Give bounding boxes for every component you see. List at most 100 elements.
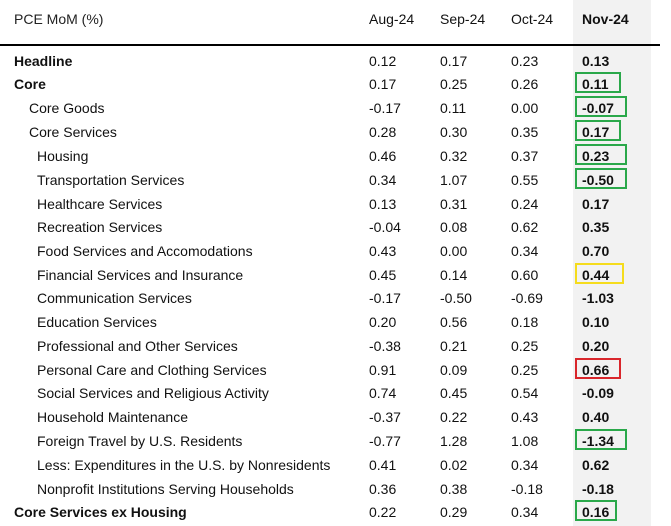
cell-oct-24: 0.62: [511, 219, 539, 235]
cell-nov-24: -0.09: [582, 385, 614, 401]
cell-aug-24: -0.37: [369, 409, 401, 425]
row-label: Transportation Services: [37, 172, 185, 188]
row-label: Household Maintenance: [37, 409, 188, 425]
cell-nov-24: 0.62: [582, 457, 610, 473]
cell-nov-24: 0.66: [582, 362, 610, 378]
cell-oct-24: 0.43: [511, 409, 539, 425]
column-header-aug-24: Aug-24: [369, 11, 415, 27]
cell-oct-24: 0.26: [511, 76, 539, 92]
cell-oct-24: 0.25: [511, 338, 539, 354]
row-label: Core Goods: [29, 100, 105, 116]
table-row: Headline 0.12 0.17 0.23 0.13: [0, 50, 660, 73]
highlight-box: [575, 263, 624, 284]
table-row: Less: Expenditures in the U.S. by Nonres…: [0, 454, 660, 477]
cell-aug-24: 0.17: [369, 76, 397, 92]
column-header-sep-24: Sep-24: [440, 11, 486, 27]
cell-aug-24: -0.38: [369, 338, 401, 354]
cell-nov-24: 0.44: [582, 267, 610, 283]
table-row: Core Goods -0.17 0.11 0.00 -0.07: [0, 97, 660, 120]
highlight-box: [575, 96, 627, 117]
cell-oct-24: 0.35: [511, 124, 539, 140]
cell-nov-24: 0.17: [582, 196, 610, 212]
cell-sep-24: 0.45: [440, 385, 468, 401]
row-label: Housing: [37, 148, 89, 164]
row-label: Professional and Other Services: [37, 338, 238, 354]
highlight-box: [575, 358, 621, 379]
cell-sep-24: 1.07: [440, 172, 468, 188]
cell-aug-24: 0.20: [369, 314, 397, 330]
row-label: Core: [14, 76, 46, 92]
cell-oct-24: 0.18: [511, 314, 539, 330]
cell-sep-24: 0.14: [440, 267, 468, 283]
cell-aug-24: 0.41: [369, 457, 397, 473]
cell-oct-24: 0.55: [511, 172, 539, 188]
table-row: Transportation Services 0.34 1.07 0.55 -0.50: [0, 169, 660, 192]
cell-nov-24: -0.50: [582, 172, 614, 188]
cell-oct-24: -0.18: [511, 481, 543, 497]
cell-sep-24: 0.56: [440, 314, 468, 330]
table-row: Healthcare Services 0.13 0.31 0.24 0.17: [0, 193, 660, 216]
cell-nov-24: -1.03: [582, 290, 614, 306]
cell-sep-24: 0.29: [440, 504, 468, 520]
table-row: Financial Services and Insurance 0.45 0.14…: [0, 264, 660, 287]
cell-aug-24: 0.91: [369, 362, 397, 378]
cell-oct-24: 0.24: [511, 196, 539, 212]
cell-sep-24: 0.00: [440, 243, 468, 259]
cell-sep-24: 0.25: [440, 76, 468, 92]
table-row: Core Services 0.28 0.30 0.35 0.17: [0, 121, 660, 144]
cell-nov-24: 0.35: [582, 219, 610, 235]
table-row: Social Services and Religious Activity 0.…: [0, 382, 660, 405]
row-label: Nonprofit Institutions Serving Household…: [37, 481, 294, 497]
cell-aug-24: 0.43: [369, 243, 397, 259]
highlight-box: [575, 72, 621, 93]
row-label: Core Services: [29, 124, 117, 140]
cell-aug-24: 0.13: [369, 196, 397, 212]
cell-nov-24: 0.70: [582, 243, 610, 259]
cell-sep-24: 0.38: [440, 481, 468, 497]
cell-aug-24: -0.77: [369, 433, 401, 449]
cell-aug-24: 0.34: [369, 172, 397, 188]
cell-aug-24: 0.45: [369, 267, 397, 283]
cell-nov-24: 0.10: [582, 314, 610, 330]
column-header-oct-24: Oct-24: [511, 11, 554, 27]
cell-oct-24: 0.54: [511, 385, 539, 401]
cell-sep-24: 0.30: [440, 124, 468, 140]
table-row: Household Maintenance -0.37 0.22 0.43 0.40: [0, 406, 660, 429]
row-label: Core Services ex Housing: [14, 504, 187, 520]
row-label: Education Services: [37, 314, 157, 330]
cell-aug-24: 0.22: [369, 504, 397, 520]
row-label: Headline: [14, 53, 73, 69]
cell-sep-24: 0.21: [440, 338, 468, 354]
cell-oct-24: 0.00: [511, 100, 539, 116]
cell-sep-24: 0.22: [440, 409, 468, 425]
row-label: Financial Services and Insurance: [37, 267, 244, 283]
cell-aug-24: 0.36: [369, 481, 397, 497]
row-label: Social Services and Religious Activity: [37, 385, 269, 401]
table-row: Food Services and Accomodations 0.43 0.00 0…: [0, 240, 660, 263]
row-label: Foreign Travel by U.S. Residents: [37, 433, 243, 449]
cell-oct-24: 0.37: [511, 148, 539, 164]
cell-oct-24: 1.08: [511, 433, 539, 449]
cell-aug-24: 0.28: [369, 124, 397, 140]
cell-oct-24: 0.60: [511, 267, 539, 283]
cell-aug-24: 0.12: [369, 53, 397, 69]
cell-nov-24: 0.20: [582, 338, 610, 354]
cell-nov-24: 0.40: [582, 409, 610, 425]
table-row: Personal Care and Clothing Services 0.91 0…: [0, 359, 660, 382]
cell-oct-24: 0.23: [511, 53, 539, 69]
table-row: Core Services ex Housing 0.22 0.29 0.34 0.16: [0, 501, 660, 524]
cell-sep-24: 0.09: [440, 362, 468, 378]
highlight-box: [575, 144, 627, 165]
cell-oct-24: -0.69: [511, 290, 543, 306]
cell-oct-24: 0.34: [511, 243, 539, 259]
cell-nov-24: 0.11: [582, 76, 609, 92]
row-label: Food Services and Accomodations: [37, 243, 253, 259]
cell-nov-24: 0.16: [582, 504, 610, 520]
cell-aug-24: -0.04: [369, 219, 401, 235]
row-label: Less: Expenditures in the U.S. by Nonres…: [37, 457, 331, 473]
cell-sep-24: 0.31: [440, 196, 468, 212]
cell-sep-24: 1.28: [440, 433, 468, 449]
cell-aug-24: -0.17: [369, 100, 401, 116]
cell-sep-24: 0.08: [440, 219, 468, 235]
